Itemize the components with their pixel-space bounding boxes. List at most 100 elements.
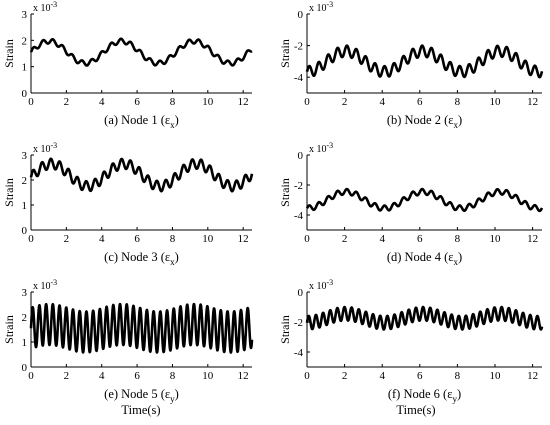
y-tick-label: 3 <box>22 150 28 162</box>
multiplier-exponent: -3 <box>51 0 58 9</box>
x-tick-label: 6 <box>134 370 140 382</box>
x-tick-label: 10 <box>490 96 502 108</box>
x-tick-label: 12 <box>527 370 538 382</box>
caption-main: (f) Node 6 (ε <box>388 387 453 401</box>
multiplier-base: x 10 <box>309 144 327 155</box>
caption-subscript: y <box>452 394 457 404</box>
x-tick-label: 4 <box>99 370 105 382</box>
x-tick-label: 8 <box>170 96 176 108</box>
multiplier-exponent: -3 <box>327 278 334 287</box>
x-tick-label: 4 <box>379 96 385 108</box>
y-axis-label: Strain <box>2 315 16 344</box>
y-tick-label: -2 <box>294 180 303 192</box>
x-tick-label: 0 <box>28 370 34 382</box>
x-axis-label-right: Time(s) <box>396 403 435 417</box>
axis-multiplier: x 10-3 <box>33 0 57 14</box>
x-tick-label: 12 <box>527 233 538 245</box>
y-axis-label: Strain <box>2 39 16 68</box>
multiplier-exponent: -3 <box>327 0 334 9</box>
strain-series-line <box>305 187 544 213</box>
y-tick-label: -2 <box>294 317 303 329</box>
caption-end: ) <box>175 387 179 401</box>
panel-caption: (f) Node 6 (εy) <box>388 387 461 404</box>
caption-subscript: x <box>454 257 459 267</box>
multiplier-exponent: -3 <box>51 141 58 150</box>
panel-caption: (e) Node 5 (εy) <box>104 387 179 404</box>
x-tick-label: 10 <box>202 233 214 245</box>
x-tick-label: 2 <box>342 96 348 108</box>
y-axis-label: Strain <box>278 178 292 207</box>
multiplier-base: x 10 <box>33 281 51 292</box>
x-tick-label: 10 <box>490 233 502 245</box>
y-tick-label: -2 <box>294 41 303 53</box>
panel-6: 0 2 4 6 8 10 12 0 -2 -4 x 10-3 Strain (f) Node 6 (εy… <box>278 278 544 404</box>
y-axis-label: Strain <box>2 178 16 207</box>
caption-subscript: x <box>454 120 459 130</box>
x-tick-label: 12 <box>527 96 538 108</box>
x-tick-label: 2 <box>64 96 70 108</box>
x-tick-label: 6 <box>134 96 140 108</box>
caption-subscript: y <box>170 394 175 404</box>
axis-multiplier: x 10-3 <box>309 0 333 14</box>
x-tick-label: 8 <box>455 370 461 382</box>
x-tick-label: 6 <box>417 233 423 245</box>
caption-subscript: x <box>170 257 175 267</box>
x-tick-label: 8 <box>455 233 461 245</box>
y-tick-label: 0 <box>298 9 304 21</box>
caption-main: (e) Node 5 (ε <box>104 387 170 401</box>
x-tick-label: 10 <box>490 370 502 382</box>
x-tick-label: 4 <box>99 233 105 245</box>
x-tick-label: 6 <box>417 96 423 108</box>
caption-main: (d) Node 4 (ε <box>387 250 454 264</box>
x-tick-label: 12 <box>238 96 249 108</box>
strain-series-line <box>29 37 254 67</box>
y-tick-label: 1 <box>22 62 28 74</box>
y-tick-label: 3 <box>22 9 28 21</box>
caption-end: ) <box>458 250 462 264</box>
caption-main: (c) Node 3 (ε <box>104 250 170 264</box>
panel-caption: (d) Node 4 (εx) <box>387 250 462 267</box>
x-tick-label: 0 <box>28 233 34 245</box>
panel-caption: (b) Node 2 (εx) <box>387 113 462 130</box>
x-tick-label: 12 <box>238 233 249 245</box>
caption-end: ) <box>457 387 461 401</box>
y-tick-label: -4 <box>294 210 304 222</box>
multiplier-exponent: -3 <box>327 141 334 150</box>
x-tick-label: 4 <box>379 370 385 382</box>
caption-main: (b) Node 2 (ε <box>387 113 454 127</box>
y-tick-label: 2 <box>22 312 28 324</box>
axis-multiplier: x 10-3 <box>33 141 57 155</box>
y-tick-label: -4 <box>294 347 304 359</box>
strain-series-line <box>29 302 254 354</box>
x-tick-label: 8 <box>170 233 176 245</box>
multiplier-base: x 10 <box>33 144 51 155</box>
y-tick-label: 1 <box>22 337 28 349</box>
y-tick-label: 2 <box>22 175 28 187</box>
y-tick-label: -4 <box>294 72 304 84</box>
y-tick-label: 0 <box>22 88 28 100</box>
multiplier-base: x 10 <box>33 3 51 14</box>
x-tick-label: 12 <box>238 370 249 382</box>
x-axis-label-left: Time(s) <box>121 403 160 417</box>
caption-end: ) <box>175 250 179 264</box>
x-tick-label: 4 <box>99 96 105 108</box>
x-tick-label: 8 <box>455 96 461 108</box>
y-tick-label: 0 <box>22 225 28 237</box>
x-tick-label: 6 <box>134 233 140 245</box>
caption-main: (a) Node 1 (ε <box>104 113 170 127</box>
x-tick-label: 2 <box>342 370 348 382</box>
strain-series-line <box>305 44 544 79</box>
x-tick-label: 0 <box>304 233 310 245</box>
x-tick-label: 8 <box>170 370 176 382</box>
y-axis-label: Strain <box>278 315 292 344</box>
y-tick-label: 0 <box>298 150 304 162</box>
x-tick-label: 0 <box>304 370 310 382</box>
multiplier-base: x 10 <box>309 3 327 14</box>
panel-caption: (c) Node 3 (εx) <box>104 250 179 267</box>
y-tick-label: 0 <box>22 362 28 374</box>
y-tick-label: 3 <box>22 287 28 299</box>
strain-series-line <box>29 157 254 193</box>
